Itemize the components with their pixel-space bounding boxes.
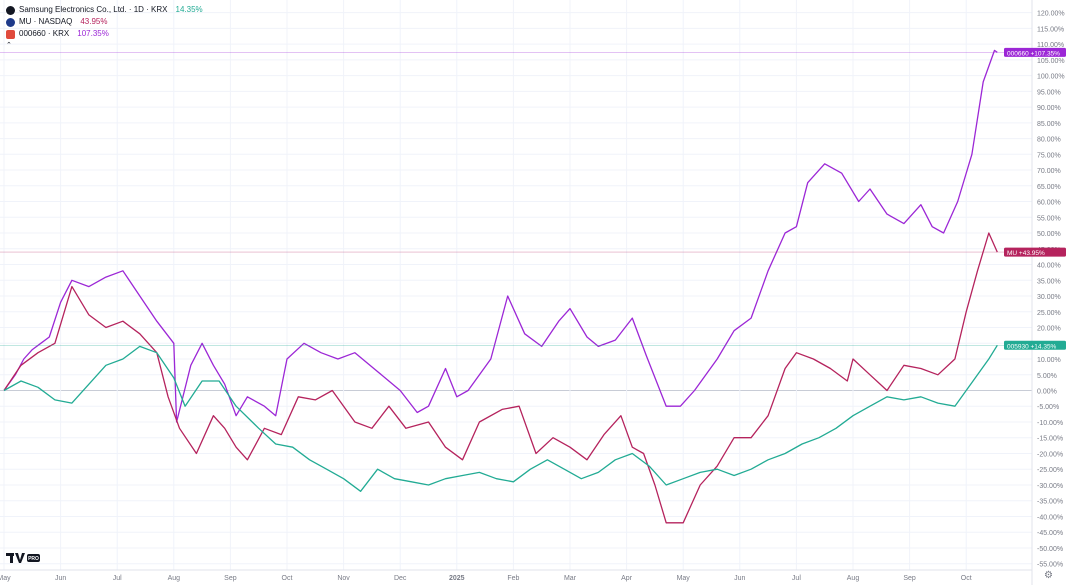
price-badge-hynix: 000660 +107.35% [1004,47,1066,57]
price-badges: 000660 +107.35% MU +43.95% 005930 +14.35% [1004,47,1066,350]
samsung-logo-icon [6,5,15,15]
y-tick-label: 10.00% [1037,357,1061,364]
svg-text:PRO: PRO [28,556,39,562]
y-tick-label: -35.00% [1037,499,1063,506]
y-tick-label: 30.00% [1037,294,1061,301]
legend-title-hynix: 000660 · KRX [19,29,70,38]
y-tick-label: 40.00% [1037,263,1061,270]
y-tick-label: -50.00% [1037,546,1063,553]
gridlines [0,0,1032,570]
legend-value-mu: 43.95% [80,17,108,26]
y-tick-label: 110.00% [1037,42,1064,49]
y-tick-label: 95.00% [1037,89,1061,96]
x-axis[interactable]: May Jun Jul Aug Sep Oct Nov Dec 2025 Feb Mar Apr May… [0,569,1032,582]
x-tick-label: Aug [168,575,181,582]
x-tick-label: Aug [847,575,860,582]
y-tick-label: 50.00% [1037,231,1061,238]
y-tick-label: 0.00% [1037,388,1057,395]
y-tick-label: 120.00% [1037,11,1065,18]
legend-collapse-row[interactable]: ⌃ [6,40,203,52]
y-tick-label: 80.00% [1037,137,1061,144]
y-tick-label: -5.00% [1037,404,1059,411]
y-tick-label: 90.00% [1037,105,1061,112]
legend-row-hynix[interactable]: 000660 · KRX 107.35% [6,28,203,40]
gear-icon[interactable]: ⚙ [1044,570,1053,581]
y-tick-label: 70.00% [1037,168,1061,175]
y-tick-label: -45.00% [1037,530,1063,537]
tradingview-logo-icon: PRO [6,553,40,563]
badge-text-samsung: 005930 +14.35% [1007,343,1057,350]
y-tick-label: 115.00% [1037,26,1064,33]
legend-title-samsung: Samsung Electronics Co., Ltd. · 1D · KRX [19,5,168,14]
y-tick-label: 100.00% [1037,74,1065,81]
badge-text-mu: MU +43.95% [1007,250,1045,257]
hynix-logo-icon [6,29,15,39]
y-tick-label: 20.00% [1037,326,1061,333]
y-tick-label: -15.00% [1037,436,1063,443]
x-tick-label: Jun [734,575,745,582]
y-tick-label: 5.00% [1037,373,1057,380]
x-tick-label: Jul [113,575,122,582]
series-line-mu[interactable] [3,232,998,524]
series-line-hynix[interactable] [3,49,998,423]
x-tick-label: Oct [282,575,293,582]
y-tick-label: 25.00% [1037,310,1061,317]
x-tick-label: Nov [337,575,350,582]
x-tick-label: Oct [961,575,972,582]
micron-logo-icon [6,17,15,27]
x-tick-label: Mar [564,575,577,582]
y-tick-label: -55.00% [1037,562,1063,569]
y-tick-label: 65.00% [1037,184,1061,191]
y-axis[interactable]: 120.00% 115.00% 110.00% 105.00% 100.00% 95.00… [1031,0,1065,585]
x-tick-label: Jun [55,575,66,582]
y-tick-label: -40.00% [1037,514,1063,521]
y-tick-label: -10.00% [1037,420,1063,427]
x-tick-label: Dec [394,575,407,582]
legend-value-hynix: 107.35% [77,29,109,38]
series-line-samsung[interactable] [3,344,998,492]
series-lines [0,49,1032,524]
y-tick-label: 105.00% [1037,58,1065,65]
chevron-up-icon[interactable]: ⌃ [6,42,12,49]
y-tick-label: 75.00% [1037,152,1061,159]
legend-title-mu: MU · NASDAQ [19,17,73,26]
x-tick-label: Jul [792,575,801,582]
x-tick-label: 2025 [449,575,465,582]
x-tick-label: Feb [507,575,519,582]
legend-value-samsung: 14.35% [175,5,203,14]
y-tick-label: 55.00% [1037,215,1061,222]
y-tick-label: 85.00% [1037,121,1061,128]
y-tick-label: 60.00% [1037,200,1061,207]
badge-text-hynix: 000660 +107.35% [1007,50,1060,57]
price-badge-samsung: 005930 +14.35% [1004,340,1066,350]
y-tick-label: -20.00% [1037,451,1063,458]
chart-legend: Samsung Electronics Co., Ltd. · 1D · KRX… [6,4,203,52]
x-tick-label: Sep [224,575,237,582]
x-tick-label: Apr [621,575,633,582]
x-tick-label: May [0,575,11,582]
legend-row-mu[interactable]: MU · NASDAQ 43.95% [6,16,203,28]
price-badge-mu: MU +43.95% [1004,247,1066,257]
y-tick-label: 35.00% [1037,278,1061,285]
x-tick-label: May [677,575,691,582]
x-tick-label: Sep [903,575,916,582]
y-tick-label: -30.00% [1037,483,1063,490]
y-tick-label: -25.00% [1037,467,1063,474]
legend-row-samsung[interactable]: Samsung Electronics Co., Ltd. · 1D · KRX… [6,4,203,16]
